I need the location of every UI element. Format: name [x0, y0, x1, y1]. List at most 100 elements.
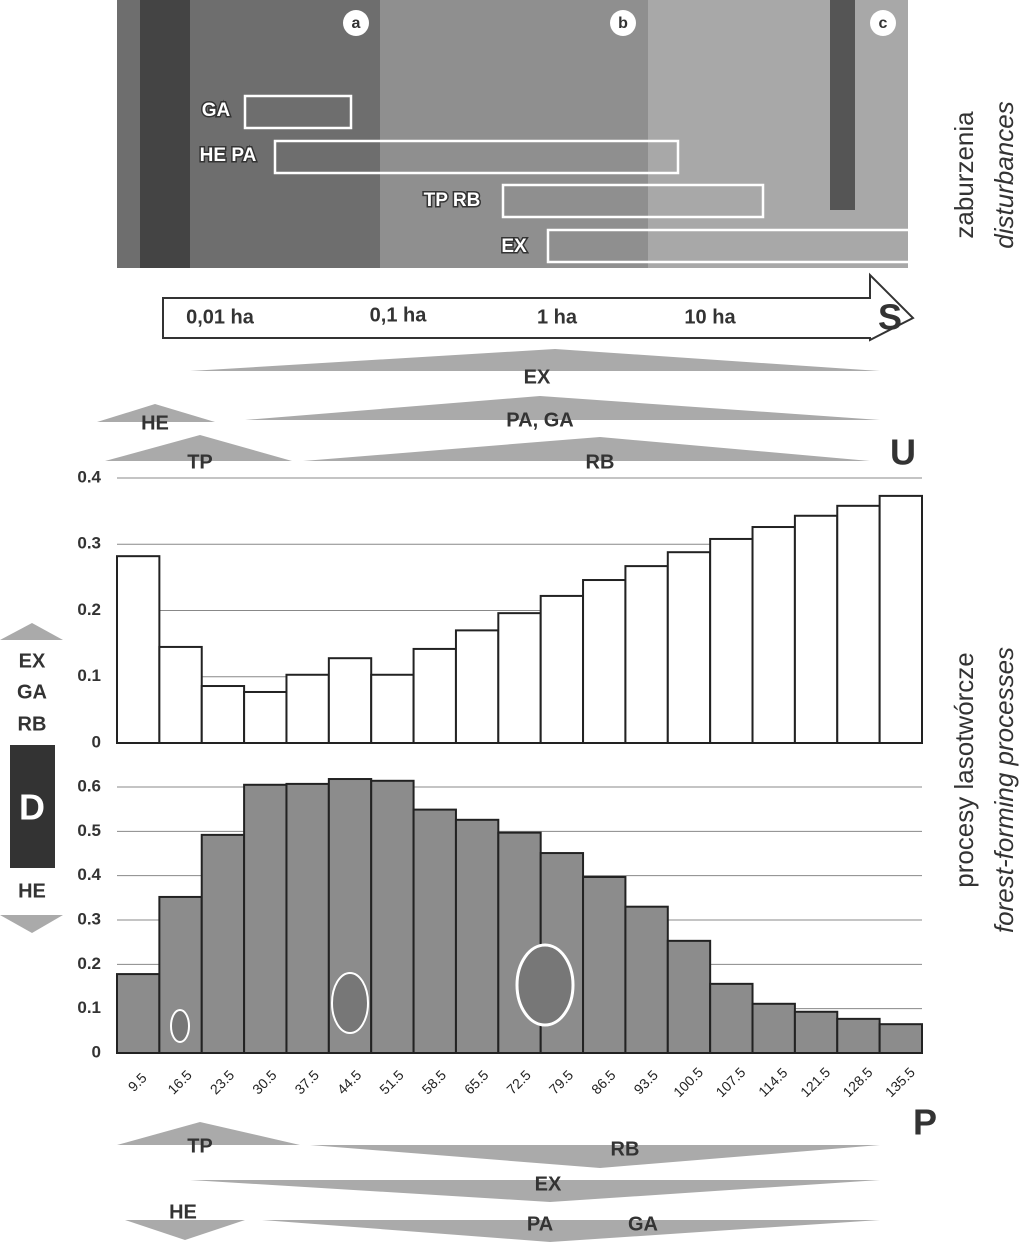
- x-tick-label: 51.5: [376, 1067, 407, 1098]
- x-tick-label: 9.5: [125, 1069, 150, 1094]
- x-tick-label: 65.5: [461, 1067, 492, 1098]
- legend-arrow: [0, 915, 63, 933]
- process-wedge: [105, 435, 292, 461]
- trunk: [830, 0, 855, 210]
- y-tick-label: 0.4: [77, 467, 101, 486]
- bar: [412, 808, 457, 1054]
- x-tick-label: 30.5: [249, 1067, 280, 1098]
- process-wedge: [190, 349, 880, 371]
- side-title: forest-forming processes: [989, 647, 1019, 933]
- photo-panel: [648, 0, 908, 268]
- bar: [497, 612, 542, 745]
- bar: [412, 647, 457, 744]
- range-box: [243, 94, 353, 130]
- scale-label: 1 ha: [537, 306, 578, 328]
- y-tick-label: 0.3: [77, 909, 101, 928]
- range-box: [273, 139, 680, 175]
- box-label: TP RB: [424, 190, 481, 211]
- bar: [243, 783, 288, 1054]
- y-tick-label: 0.2: [77, 954, 101, 973]
- x-tick-label: 107.5: [712, 1064, 748, 1100]
- tree-icon: [515, 943, 575, 1027]
- bar: [116, 555, 161, 744]
- bar: [116, 973, 161, 1054]
- panel-badge: [870, 10, 896, 36]
- scale-label: 10 ha: [684, 306, 736, 328]
- y-tick-label: 0.3: [77, 534, 101, 553]
- y-tick-label: 0.2: [77, 600, 101, 619]
- bar: [751, 1002, 796, 1054]
- process-label: TP: [187, 451, 213, 473]
- x-tick-label: 44.5: [334, 1067, 365, 1098]
- trunk: [140, 0, 190, 268]
- process-wedge: [262, 1220, 880, 1242]
- photo-panel: [380, 0, 648, 268]
- legend-label: RB: [18, 713, 47, 735]
- box-label: GA: [202, 100, 231, 121]
- bar: [793, 1010, 839, 1055]
- bar: [582, 579, 627, 745]
- bar: [709, 982, 754, 1055]
- bar: [878, 494, 924, 745]
- x-tick-label: 37.5: [291, 1067, 322, 1098]
- process-wedge: [117, 1122, 300, 1145]
- process-wedge: [245, 396, 880, 420]
- x-tick-label: 86.5: [588, 1067, 619, 1098]
- bar: [370, 673, 415, 745]
- panel-label: c: [879, 15, 888, 32]
- process-label: PA: [527, 1213, 553, 1235]
- bar: [327, 657, 373, 745]
- range-box: [501, 183, 765, 219]
- box-label: HE PA: [200, 145, 257, 166]
- legend-symbol: D: [19, 787, 45, 828]
- process-label: EX: [524, 366, 551, 388]
- side-title: disturbances: [989, 101, 1019, 248]
- x-tick-label: 128.5: [839, 1064, 875, 1100]
- scale-label: 0,01 ha: [186, 306, 255, 328]
- bar: [666, 939, 712, 1054]
- side-title: zaburzenia: [949, 111, 979, 239]
- bar: [624, 565, 669, 744]
- bar: [158, 645, 203, 744]
- x-tick-label: 121.5: [797, 1064, 833, 1100]
- bar: [454, 818, 500, 1054]
- charts: 0 0.1 0.2 0.3 0.4 0 0.1 0.2 0.3 0.4 0.5 0.6 9.5 16.5 2…: [77, 467, 924, 1100]
- process-label: HE: [169, 1201, 197, 1223]
- bar: [285, 782, 330, 1054]
- process-wedge: [310, 1145, 880, 1168]
- tree-icon: [170, 1009, 190, 1043]
- bar: [285, 673, 330, 745]
- process-label: HE: [141, 412, 169, 434]
- legend-block: [10, 745, 55, 868]
- scale-label: 0,1 ha: [370, 304, 428, 326]
- scale-symbol: S: [878, 297, 902, 338]
- panel-badge: [610, 10, 636, 36]
- process-label: RB: [611, 1138, 640, 1160]
- y-tick-label: 0: [92, 1042, 101, 1061]
- bar: [836, 1017, 881, 1055]
- bar: [200, 685, 246, 745]
- x-tick-label: 135.5: [882, 1064, 918, 1100]
- process-wedge: [303, 437, 870, 461]
- bar: [370, 779, 415, 1054]
- bar: [836, 504, 881, 745]
- photo: a b c GA HE PA TP RB EX: [117, 0, 912, 268]
- y-tick-label: 0.1: [77, 666, 101, 685]
- range-box: [546, 228, 912, 264]
- x-tick-label: 100.5: [670, 1064, 706, 1100]
- box-label: EX: [501, 236, 527, 257]
- panel-symbol: P: [913, 1102, 937, 1143]
- process-label: GA: [628, 1213, 658, 1235]
- bar: [709, 537, 754, 745]
- bar: [624, 905, 669, 1055]
- y-tick-label: 0.4: [77, 865, 101, 884]
- bar: [666, 551, 712, 745]
- legend-label: HE: [18, 880, 46, 902]
- bar: [243, 690, 288, 744]
- bar: [582, 875, 627, 1054]
- panel-label: b: [618, 15, 628, 32]
- process-wedge: [190, 1180, 880, 1202]
- bar: [751, 526, 796, 745]
- scale-arrow: [162, 272, 915, 342]
